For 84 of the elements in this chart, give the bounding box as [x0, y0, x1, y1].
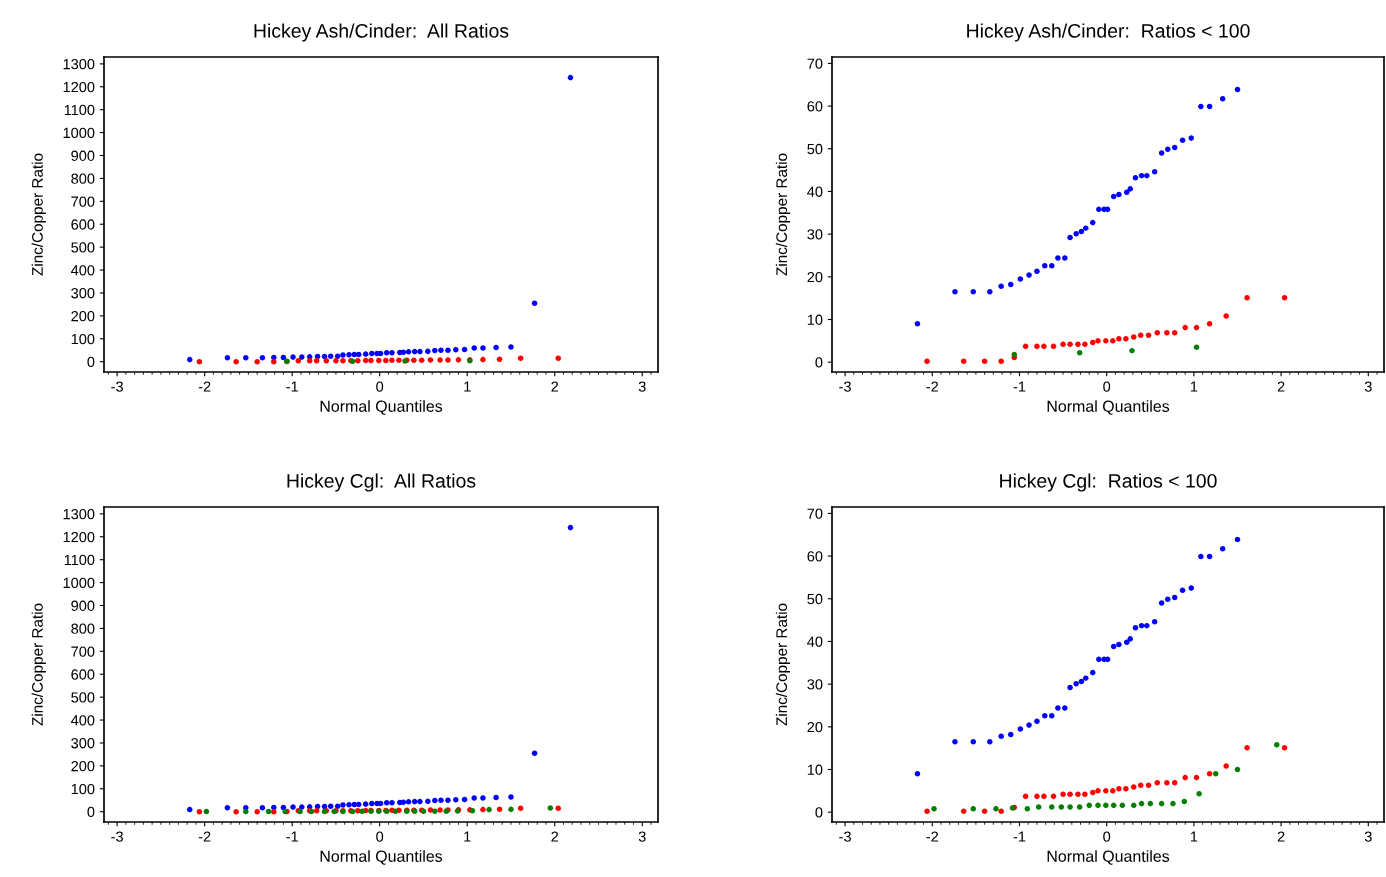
y-tick-label: 1200	[63, 531, 95, 543]
x-axis-title: Normal Quantiles	[320, 400, 443, 415]
x-tick-label: 1	[1190, 831, 1198, 842]
y-tick-label: 10	[807, 314, 823, 325]
x-tick-label: 2	[1277, 831, 1285, 842]
x-tick-label: 1	[464, 381, 471, 392]
y-tick-label: 50	[807, 143, 823, 155]
y-tick-label: 700	[71, 646, 95, 657]
y-tick-label: 1000	[63, 577, 95, 589]
y-tick-label: 30	[807, 229, 823, 240]
y-tick-label: 400	[70, 265, 95, 276]
y-tick-label: 60	[807, 551, 823, 562]
chart-title: Hickey Cgl: All Ratios	[287, 473, 476, 492]
x-tick-label: 2	[551, 831, 559, 842]
y-tick-label: 300	[71, 738, 95, 749]
x-tick-label: 1	[464, 831, 471, 842]
x-tick-label: 3	[1364, 831, 1372, 842]
x-tick-label: -2	[198, 381, 211, 392]
x-tick-label: -1	[286, 381, 298, 392]
x-tick-label: 3	[638, 381, 646, 392]
x-tick-label: 3	[1364, 381, 1372, 392]
y-tick-label: 700	[71, 196, 95, 207]
x-axis-title: Normal Quantiles	[320, 850, 443, 865]
y-tick-label: 1100	[64, 554, 95, 566]
chart-title: Hickey Ash/Cinder: All Ratios	[254, 23, 509, 42]
y-tick-label: 40	[807, 186, 823, 197]
y-tick-label: 400	[70, 715, 95, 726]
x-tick-label: -2	[926, 381, 939, 392]
y-tick-label: 1200	[63, 81, 95, 93]
y-tick-label: 900	[71, 600, 95, 611]
x-tick-label: -3	[111, 381, 123, 392]
y-tick-label: 800	[71, 623, 95, 634]
y-tick-label: 300	[71, 288, 95, 299]
x-tick-label: 1	[1190, 381, 1198, 392]
x-axis-title: Normal Quantiles	[1047, 850, 1170, 865]
x-axis-title: Normal Quantiles	[1047, 400, 1170, 415]
y-tick-label: 70	[807, 58, 823, 69]
x-tick-label: 2	[1277, 381, 1285, 392]
y-tick-label: 1300	[63, 508, 95, 520]
y-tick-label: 100	[71, 333, 95, 345]
x-tick-label: -1	[1013, 831, 1026, 842]
x-tick-label: -2	[198, 831, 211, 842]
y-tick-label: 100	[71, 783, 95, 795]
y-tick-label: 20	[807, 271, 823, 283]
x-tick-label: -1	[1013, 381, 1026, 392]
x-tick-label: -3	[839, 381, 851, 392]
y-tick-label: 1000	[63, 127, 95, 139]
y-axis-title: Zinc/Copper Ratio	[31, 153, 46, 276]
y-tick-label: 500	[71, 692, 95, 703]
x-tick-label: 0	[1103, 381, 1111, 392]
y-tick-label: 0	[87, 806, 95, 818]
x-tick-label: 0	[1103, 831, 1111, 842]
y-tick-label: 500	[71, 242, 95, 253]
y-tick-label: 600	[71, 669, 95, 680]
y-tick-label: 200	[71, 310, 95, 322]
y-tick-label: 40	[807, 636, 823, 647]
y-tick-label: 900	[71, 150, 95, 161]
chart-title: Hickey Ash/Cinder: Ratios < 100	[967, 23, 1250, 42]
y-tick-label: 20	[807, 721, 823, 733]
y-tick-label: 50	[807, 593, 823, 605]
y-tick-label: 10	[807, 764, 823, 775]
x-tick-label: 2	[551, 381, 559, 392]
y-tick-label: 70	[807, 508, 823, 519]
y-axis-title: Zinc/Copper Ratio	[775, 603, 791, 726]
chart-title: Hickey Cgl: Ratios < 100	[1000, 473, 1217, 492]
x-tick-label: -3	[839, 831, 851, 842]
x-tick-label: -3	[111, 831, 123, 842]
y-tick-label: 600	[71, 219, 95, 230]
y-tick-label: 30	[807, 679, 823, 690]
x-tick-label: 0	[376, 381, 384, 392]
y-tick-label: 0	[815, 807, 823, 818]
y-tick-label: 800	[71, 173, 95, 184]
y-tick-label: 0	[87, 356, 95, 368]
x-tick-label: 3	[638, 831, 646, 842]
y-axis-title: Zinc/Copper Ratio	[775, 153, 791, 276]
y-tick-label: 0	[815, 357, 823, 368]
y-tick-label: 200	[71, 760, 95, 772]
y-tick-label: 1300	[63, 58, 95, 70]
y-axis-title: Zinc/Copper Ratio	[31, 603, 46, 726]
y-tick-label: 1100	[64, 104, 95, 116]
x-tick-label: -1	[286, 831, 298, 842]
y-tick-label: 60	[807, 101, 823, 112]
x-tick-label: 0	[376, 831, 384, 842]
x-tick-label: -2	[926, 831, 939, 842]
